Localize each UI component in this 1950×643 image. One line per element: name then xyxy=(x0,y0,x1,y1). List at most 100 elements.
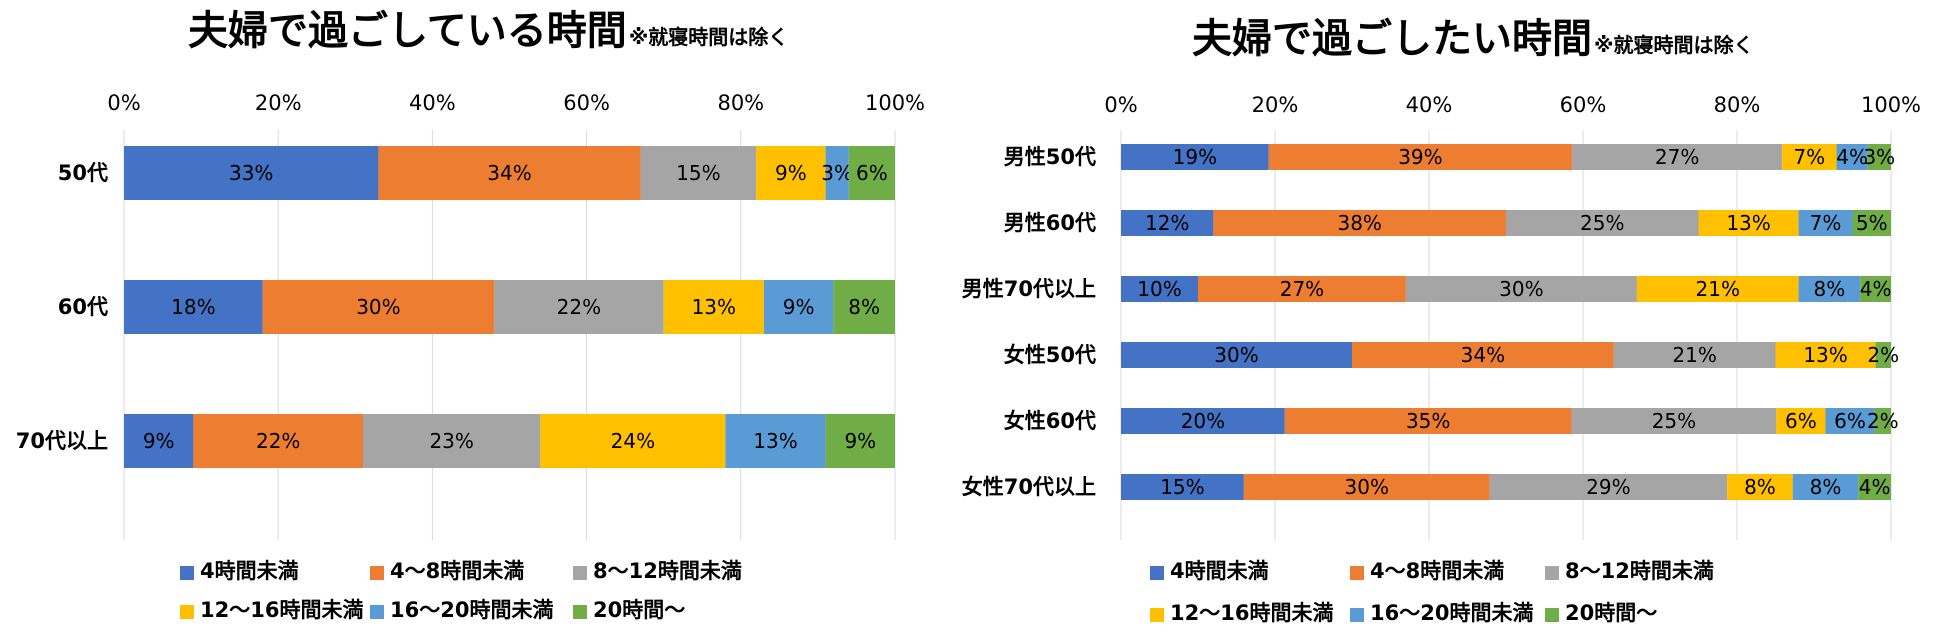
data-label: 34% xyxy=(1461,343,1505,367)
bar-segment xyxy=(1727,474,1793,500)
bar-segment xyxy=(1776,408,1826,434)
bar-segment xyxy=(725,414,826,468)
bar-segment xyxy=(124,414,194,468)
data-label: 30% xyxy=(1214,343,1258,367)
data-label: 20% xyxy=(1181,409,1225,433)
bar-segment xyxy=(1198,276,1406,302)
x-tick-label: 40% xyxy=(409,91,456,115)
data-label: 9% xyxy=(844,429,876,453)
bar-segment xyxy=(1775,342,1876,368)
bar-segment xyxy=(1405,276,1637,302)
legend-label: 12〜16時間未満 xyxy=(200,598,363,622)
bar-segment xyxy=(262,280,495,334)
legend-swatch xyxy=(370,566,384,580)
legend-label: 4〜8時間未満 xyxy=(390,559,524,583)
legend-swatch xyxy=(573,605,587,619)
x-tick-label: 60% xyxy=(563,91,610,115)
data-label: 8% xyxy=(1814,277,1846,301)
bar-segment xyxy=(124,280,263,334)
data-label: 22% xyxy=(557,295,601,319)
x-tick-label: 100% xyxy=(1861,93,1921,117)
bar-segment xyxy=(1875,342,1891,368)
chart-subtitle: ※就寝時間は除く xyxy=(629,25,788,49)
data-label: 7% xyxy=(1810,211,1842,235)
legend-swatch xyxy=(1545,566,1559,580)
legend-label: 12〜16時間未満 xyxy=(1170,601,1333,625)
legend-label: 4時間未満 xyxy=(200,559,299,583)
data-label: 21% xyxy=(1672,343,1716,367)
category-label: 60代 xyxy=(58,295,108,319)
bar-segment xyxy=(1352,342,1614,368)
legend-label: 16〜20時間未満 xyxy=(390,598,553,622)
data-label: 9% xyxy=(783,295,815,319)
bar-segment xyxy=(1867,144,1891,170)
bar-segment xyxy=(1121,210,1214,236)
data-label: 27% xyxy=(1280,277,1324,301)
x-tick-label: 0% xyxy=(107,91,140,115)
data-label: 34% xyxy=(487,161,531,185)
bar-segment xyxy=(1782,144,1837,170)
bar-segment xyxy=(1268,144,1573,170)
bar-segment xyxy=(1798,276,1861,302)
bar-segment xyxy=(1121,342,1352,368)
bar-segment xyxy=(1836,144,1868,170)
data-label: 4% xyxy=(1860,277,1892,301)
data-label: 13% xyxy=(1726,211,1770,235)
legend-swatch xyxy=(573,566,587,580)
bar-segment xyxy=(540,414,726,468)
bar-segment xyxy=(1874,408,1891,434)
bar-segment xyxy=(825,414,895,468)
bar-segment xyxy=(1698,210,1799,236)
data-label: 6% xyxy=(856,161,888,185)
data-label: 13% xyxy=(753,429,797,453)
data-label: 4% xyxy=(1859,475,1891,499)
legend-swatch xyxy=(1150,608,1164,622)
bar-segment xyxy=(1121,474,1244,500)
bar-segment xyxy=(1613,342,1776,368)
data-label: 23% xyxy=(429,429,473,453)
bar-segment xyxy=(1489,474,1728,500)
legend-swatch xyxy=(1350,608,1364,622)
legend-swatch xyxy=(1350,566,1364,580)
bar-segment xyxy=(124,146,379,200)
chart-subtitle: ※就寝時間は除く xyxy=(1594,33,1753,57)
data-label: 9% xyxy=(775,161,807,185)
bar-segment xyxy=(1798,210,1853,236)
chart-desired-time: 夫婦で過ごしたい時間 ※就寝時間は除く 0% 20% 40% 60% 80% 100% 男性50… xyxy=(950,0,1950,639)
bar-segment xyxy=(1572,144,1783,170)
bar-segment xyxy=(1121,276,1198,302)
data-label: 24% xyxy=(611,429,655,453)
chart-desired-time-svg: 夫婦で過ごしたい時間 ※就寝時間は除く 0% 20% 40% 60% 80% 100% 男性50… xyxy=(962,16,1921,625)
bar-segment xyxy=(1825,408,1875,434)
data-label: 35% xyxy=(1406,409,1450,433)
data-label: 30% xyxy=(1499,277,1543,301)
bar-segment xyxy=(1636,276,1799,302)
bar-segment xyxy=(1852,210,1891,236)
bar-segment xyxy=(756,146,826,200)
chart-title: 夫婦で過ごしている時間 xyxy=(188,8,627,54)
data-label: 6% xyxy=(1785,409,1817,433)
bar-segment xyxy=(1243,474,1490,500)
data-label: 19% xyxy=(1173,145,1217,169)
bar-segment xyxy=(1858,474,1891,500)
category-label: 50代 xyxy=(58,161,108,185)
data-label: 30% xyxy=(356,295,400,319)
data-label: 12% xyxy=(1145,211,1189,235)
legend-label: 8〜12時間未満 xyxy=(593,559,742,583)
data-label: 15% xyxy=(1160,475,1204,499)
legend-swatch xyxy=(370,605,384,619)
bar-segment xyxy=(378,146,641,200)
category-label: 女性60代 xyxy=(1004,409,1096,433)
data-label: 33% xyxy=(229,161,273,185)
legend-label: 16〜20時間未満 xyxy=(1370,601,1533,625)
bar-segment xyxy=(825,146,849,200)
data-label: 29% xyxy=(1586,475,1630,499)
legend-swatch xyxy=(1545,608,1559,622)
bar-segment xyxy=(1213,210,1506,236)
x-tick-label: 100% xyxy=(865,91,925,115)
data-label: 27% xyxy=(1655,145,1699,169)
bar-segment xyxy=(848,146,895,200)
bar-segment xyxy=(833,280,895,334)
data-label: 39% xyxy=(1398,145,1442,169)
bar-segment xyxy=(494,280,664,334)
